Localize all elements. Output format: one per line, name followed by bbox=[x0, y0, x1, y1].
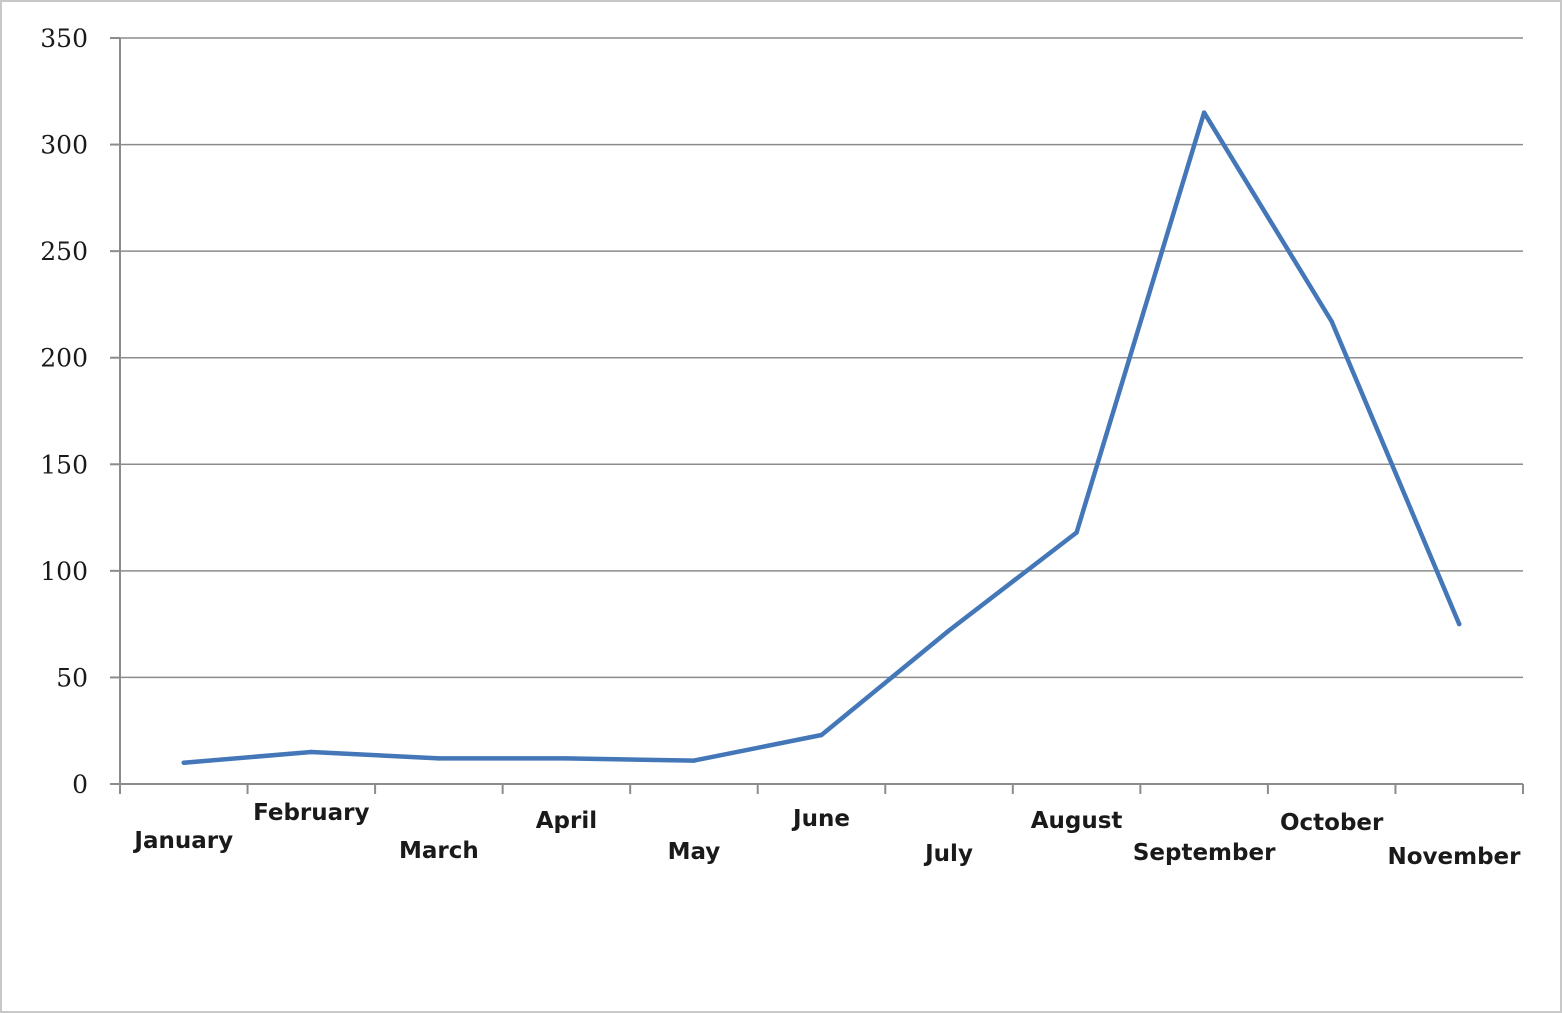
x-tick-label-march: March bbox=[399, 838, 479, 864]
data-point-august bbox=[1074, 530, 1079, 535]
y-tick-label: 0 bbox=[72, 770, 88, 799]
y-tick-label: 50 bbox=[56, 663, 88, 692]
x-tick-label-november: November bbox=[1387, 844, 1521, 870]
series-layer bbox=[181, 110, 1462, 765]
x-tick-label-may: May bbox=[668, 839, 721, 865]
data-point-may bbox=[691, 758, 697, 763]
y-axis-tick-labels: 0 50 100 150 200 250 300 350 bbox=[40, 24, 88, 799]
data-point-july bbox=[946, 628, 952, 633]
x-axis-tick-labels: January February March April May June July Augu… bbox=[132, 800, 1521, 870]
gridlines bbox=[120, 37, 1523, 679]
axes bbox=[110, 37, 1524, 794]
series-line bbox=[181, 110, 1462, 765]
y-tick-label: 100 bbox=[40, 557, 88, 586]
data-point-november bbox=[1457, 621, 1462, 627]
y-tick-label: 300 bbox=[40, 131, 88, 160]
data-point-march bbox=[436, 756, 442, 761]
data-point-april bbox=[564, 756, 569, 761]
x-tick-label-october: October bbox=[1280, 810, 1384, 836]
data-point-february bbox=[309, 749, 314, 755]
y-tick-label: 200 bbox=[40, 344, 88, 373]
y-tick-label: 350 bbox=[40, 24, 88, 53]
data-point-september bbox=[1201, 110, 1207, 115]
data-point-october bbox=[1329, 319, 1334, 324]
data-point-january bbox=[181, 760, 186, 765]
x-tick-label-april: April bbox=[536, 808, 597, 834]
x-tick-label-july: July bbox=[923, 841, 973, 867]
x-tick-label-february: February bbox=[253, 800, 369, 826]
x-tick-label-june: June bbox=[791, 806, 850, 832]
x-tick-label-january: January bbox=[132, 828, 233, 854]
data-point-june bbox=[819, 732, 824, 738]
y-tick-label: 250 bbox=[40, 237, 88, 266]
x-tick-label-august: August bbox=[1031, 808, 1123, 834]
x-tick-label-september: September bbox=[1133, 840, 1276, 866]
y-tick-label: 150 bbox=[40, 450, 88, 479]
